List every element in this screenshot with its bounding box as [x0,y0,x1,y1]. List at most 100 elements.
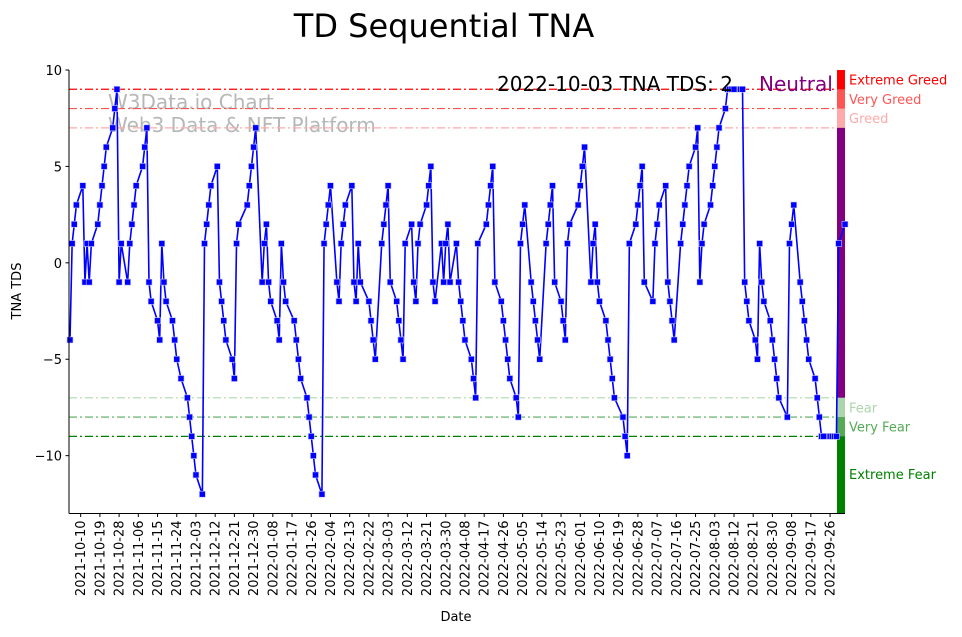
data-point [440,278,447,286]
data-point [796,278,804,286]
data-point [604,336,612,344]
data-point [506,375,514,382]
zone-band [837,70,845,90]
data-point [186,413,193,421]
data-point [739,85,746,93]
data-point [66,336,74,344]
data-point [70,220,78,228]
data-point [280,278,287,286]
data-point [784,413,791,421]
data-point [124,278,131,286]
data-point [559,317,567,324]
data-point [468,355,475,363]
data-point [401,240,409,247]
data-point [365,298,373,305]
data-point [348,182,356,189]
x-tick-label: 2022-01-17 [286,521,301,597]
x-tick-label: 2022-03-12 [401,521,416,597]
data-point [562,336,569,344]
data-point [632,220,640,228]
data-point [425,182,432,189]
sentiment-color-bar: Extreme Greed Very Greed Greed Fear Very Fea… [837,70,947,514]
data-point [487,182,494,189]
data-point [275,336,283,344]
x-tick-label: 2021-11-06 [132,521,147,597]
x-tick-label: 2021-11-24 [170,521,185,597]
data-point [145,278,153,286]
data-point [96,201,104,209]
zone-band [837,108,845,128]
data-point [218,298,225,305]
data-point [470,375,477,382]
zone-label: Greed [849,112,888,127]
x-tick-label: 2022-02-13 [343,521,358,597]
x-tick-label: 2022-01-26 [305,521,320,597]
data-point [474,240,482,247]
data-point [801,317,808,324]
data-point [638,163,646,170]
data-point [636,182,644,189]
series-line [69,88,846,495]
zone-band [837,127,845,398]
data-point [579,163,586,170]
zone-label: Extreme Fear [849,468,937,483]
data-point [623,452,631,459]
data-point [591,220,599,228]
data-point [399,355,407,363]
watermark-line1: W3Data.io Chart [108,90,274,114]
data-point [611,394,618,402]
data-point [293,336,300,344]
data-point [692,143,699,151]
data-point [258,278,266,286]
x-tick-label: 2022-01-08 [266,521,281,597]
data-point [621,433,629,440]
x-axis-label: Date [440,610,471,625]
data-point [461,336,469,344]
x-tick-label: 2022-05-05 [516,521,531,597]
x-tick-label: 2022-07-25 [689,521,704,597]
annotation-text: 2022-10-03 TNA TDS: 2 [497,72,733,96]
data-point [339,220,347,228]
x-tick-label: 2022-09-08 [785,521,800,597]
data-point [412,298,420,305]
data-point [372,355,379,363]
x-tick-label: 2022-08-21 [747,521,762,597]
data-point [318,490,326,498]
data-point [444,220,452,228]
data-point [290,317,298,324]
data-point [322,220,330,228]
data-point [141,143,149,151]
data-point [651,240,659,247]
data-point [188,433,195,440]
data-point [143,124,151,132]
x-tick-label: 2021-12-03 [189,521,204,597]
data-point [100,163,108,170]
data-point [517,240,524,247]
data-point [410,278,418,286]
data-point [79,182,87,189]
data-point [574,201,582,209]
data-point [207,182,215,189]
data-point [547,201,554,209]
data-point [228,355,236,363]
data-point [581,143,588,151]
data-point [278,240,285,247]
data-point [408,220,415,228]
data-point [158,240,166,247]
data-point [515,413,522,421]
data-point [769,336,776,344]
data-point [634,201,642,209]
data-point [384,182,392,189]
data-point [766,317,774,324]
data-point [666,298,674,305]
data-point [743,298,751,305]
data-point [88,240,95,247]
data-point [246,182,253,189]
x-tick-label: 2022-02-04 [324,521,339,597]
data-point [713,143,721,151]
data-point [745,317,753,324]
data-point [453,240,460,247]
data-point [589,240,597,247]
x-tick-label: 2021-12-21 [228,521,243,597]
